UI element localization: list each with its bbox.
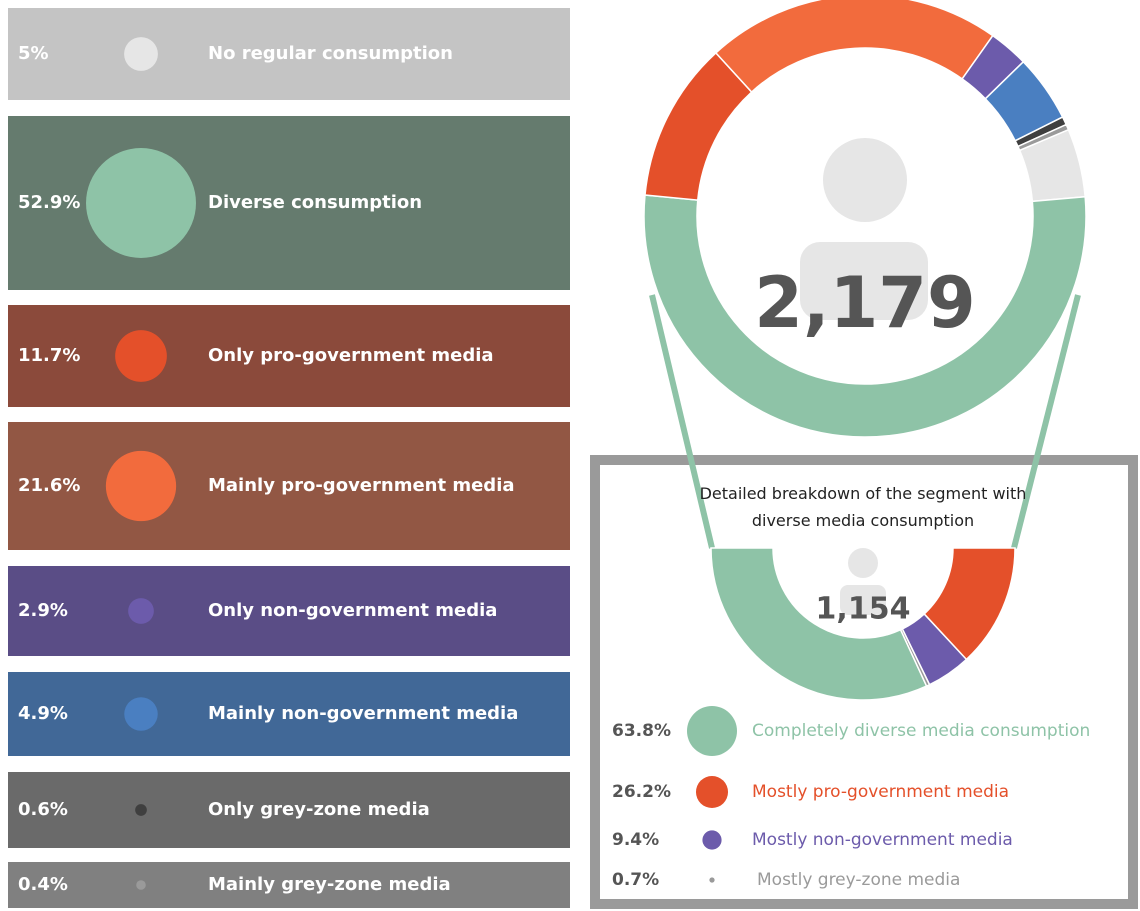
- donut-segment: [643, 194, 1087, 438]
- legend-label: Mostly pro-government media: [752, 782, 1009, 802]
- category-label: Only grey-zone media: [208, 799, 430, 820]
- category-label: Mainly pro-government media: [208, 475, 515, 496]
- half-donut-segment: [710, 547, 928, 701]
- row-background: [8, 672, 570, 756]
- detail-title: Detailed breakdown of the segment with d…: [699, 484, 1027, 530]
- legend-bubble: [695, 775, 729, 809]
- category-label: Mainly non-government media: [208, 703, 518, 724]
- half-donut-segment: [923, 547, 1016, 661]
- donut-segment: [1016, 123, 1070, 152]
- bubble: [128, 598, 154, 624]
- category-label: Mainly grey-zone media: [208, 874, 451, 895]
- bubble: [124, 697, 158, 731]
- legend-label: Completely diverse media consumption: [752, 721, 1090, 741]
- legend-bubble: [702, 830, 722, 850]
- row-background: [8, 8, 570, 100]
- row-background: [8, 305, 570, 407]
- category-label: Only non-government media: [208, 600, 497, 621]
- category-label: Only pro-government media: [208, 345, 494, 366]
- bubble: [135, 804, 147, 816]
- value-label: 0.4%: [18, 874, 68, 895]
- bubble: [115, 330, 167, 382]
- half-donut-segment: [901, 612, 968, 686]
- legend-value: 63.8%: [612, 721, 671, 741]
- legend-bubble: [709, 877, 715, 883]
- category-label: No regular consumption: [208, 43, 453, 64]
- legend-value: 9.4%: [612, 830, 659, 850]
- legend-label: Mostly grey-zone media: [757, 870, 960, 890]
- value-label: 11.7%: [18, 345, 80, 366]
- legend-value: 26.2%: [612, 782, 671, 802]
- person-body: [800, 242, 928, 320]
- row-background: [8, 422, 570, 550]
- row-background: [8, 862, 570, 908]
- donut-segment: [714, 0, 994, 94]
- legend-label: Mostly non-government media: [752, 830, 1013, 850]
- total: 1,154: [816, 592, 911, 627]
- value-label: 21.6%: [18, 475, 80, 496]
- person-body: [840, 585, 886, 615]
- total: 2,179: [754, 262, 975, 344]
- bubble: [136, 880, 146, 890]
- legend-value: 0.7%: [612, 870, 659, 890]
- value-label: 52.9%: [18, 192, 80, 213]
- category-label: Diverse consumption: [208, 192, 422, 213]
- connector: [649, 294, 715, 549]
- value-label: 5%: [18, 43, 49, 64]
- row-background: [8, 566, 570, 656]
- row-background: [8, 772, 570, 848]
- value-label: 0.6%: [18, 799, 68, 820]
- person-head: [823, 138, 907, 222]
- connector: [1011, 294, 1081, 549]
- value-label: 4.9%: [18, 703, 68, 724]
- bubble: [105, 450, 177, 522]
- value-label: 2.9%: [18, 600, 68, 621]
- bubble: [86, 148, 196, 258]
- legend-bubble: [686, 705, 738, 757]
- person-head: [848, 548, 878, 578]
- bubble: [124, 37, 158, 71]
